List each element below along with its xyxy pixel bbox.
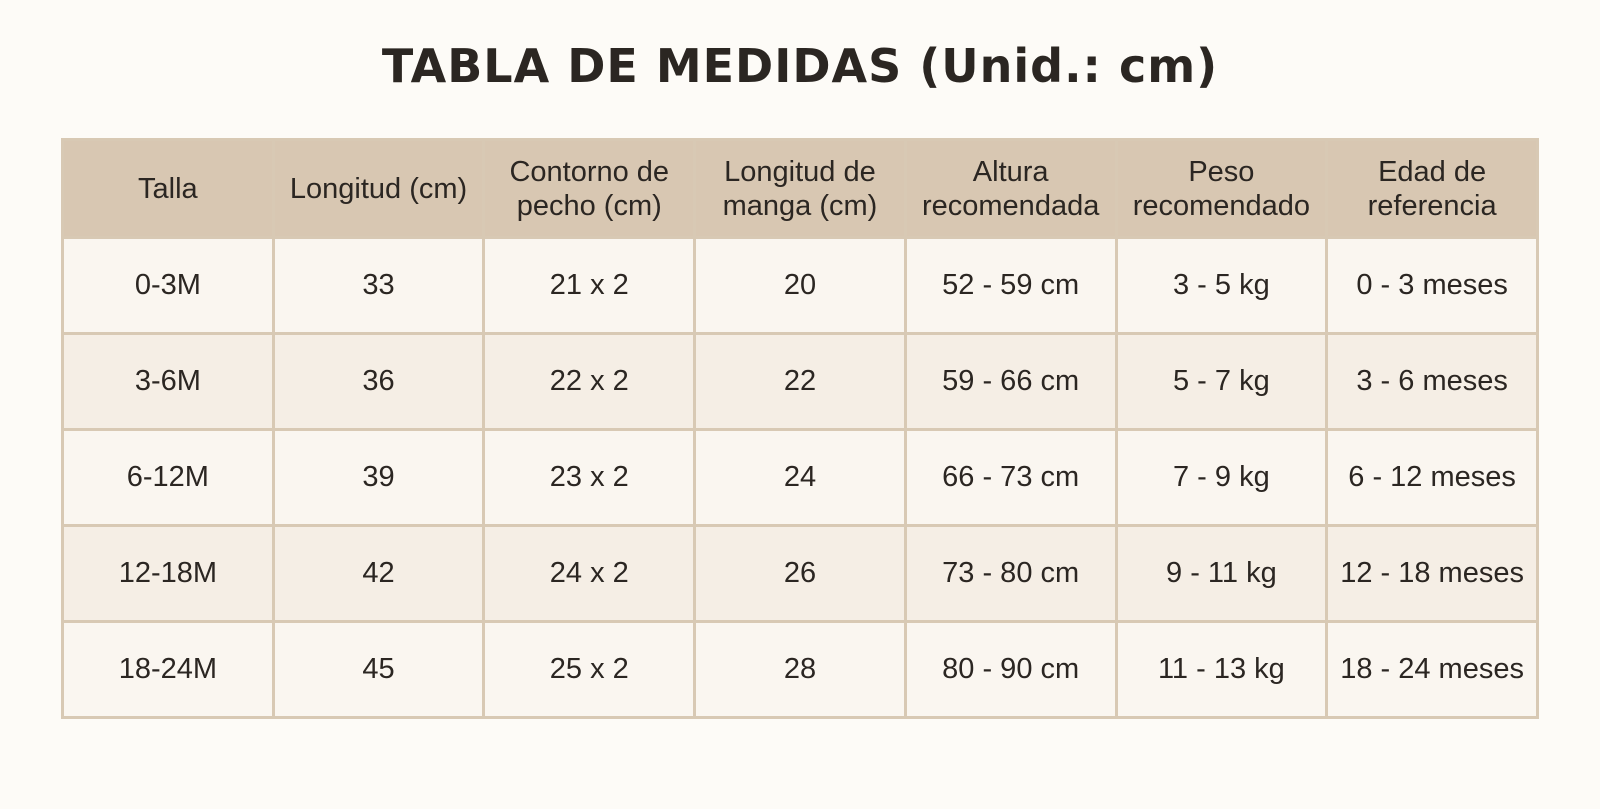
table-cell: 21 x 2 — [482, 236, 697, 335]
column-header: Peso recomendado — [1114, 138, 1329, 239]
table-cell: 52 - 59 cm — [903, 236, 1118, 335]
column-header: Talla — [61, 138, 275, 239]
table-cell: 59 - 66 cm — [903, 332, 1118, 431]
table-cell: 22 — [693, 332, 907, 431]
table-body: 0-3M 33 21 x 2 20 52 - 59 cm 3 - 5 kg 0 - 3 me… — [61, 236, 1539, 719]
table-cell: 23 x 2 — [482, 428, 697, 527]
table-cell: 20 — [693, 236, 907, 335]
table-cell: 12 - 18 meses — [1325, 524, 1539, 623]
table-row: 3-6M 36 22 x 2 22 59 - 66 cm 5 - 7 kg 3 - 6 me… — [61, 332, 1539, 431]
column-header: Longitud (cm) — [271, 138, 486, 239]
column-header: Altura recomendada — [903, 138, 1118, 239]
table-cell: 25 x 2 — [482, 620, 697, 719]
table-cell: 0 - 3 meses — [1325, 236, 1539, 335]
table-cell: 45 — [271, 620, 486, 719]
table-cell: 7 - 9 kg — [1114, 428, 1329, 527]
table-cell: 80 - 90 cm — [903, 620, 1118, 719]
size-table: Talla Longitud (cm) Contorno de pecho (cm)… — [61, 138, 1539, 719]
table-cell: 42 — [271, 524, 486, 623]
table-row: 6-12M 39 23 x 2 24 66 - 73 cm 7 - 9 kg 6 - 12 … — [61, 428, 1539, 527]
table-cell: 9 - 11 kg — [1114, 524, 1329, 623]
column-header: Longitud de manga (cm) — [693, 138, 907, 239]
column-header: Edad de referencia — [1325, 138, 1539, 239]
table-cell: 22 x 2 — [482, 332, 697, 431]
table-row: 0-3M 33 21 x 2 20 52 - 59 cm 3 - 5 kg 0 - 3 me… — [61, 236, 1539, 335]
table-cell: 3 - 6 meses — [1325, 332, 1539, 431]
table-cell: 12-18M — [61, 524, 275, 623]
table-cell: 0-3M — [61, 236, 275, 335]
table-row: 18-24M 45 25 x 2 28 80 - 90 cm 11 - 13 kg 18 -… — [61, 620, 1539, 719]
table-cell: 5 - 7 kg — [1114, 332, 1329, 431]
table-cell: 73 - 80 cm — [903, 524, 1118, 623]
table-cell: 33 — [271, 236, 486, 335]
table-cell: 18 - 24 meses — [1325, 620, 1539, 719]
table-cell: 28 — [693, 620, 907, 719]
table-cell: 6-12M — [61, 428, 275, 527]
table-cell: 18-24M — [61, 620, 275, 719]
table-cell: 11 - 13 kg — [1114, 620, 1329, 719]
table-cell: 24 x 2 — [482, 524, 697, 623]
table-cell: 36 — [271, 332, 486, 431]
table-cell: 3 - 5 kg — [1114, 236, 1329, 335]
table-cell: 39 — [271, 428, 486, 527]
header-row: Talla Longitud (cm) Contorno de pecho (cm)… — [61, 138, 1539, 239]
title: TABLA DE MEDIDAS (Unid.: cm) — [381, 39, 1219, 93]
table-row: 12-18M 42 24 x 2 26 73 - 80 cm 9 - 11 kg 12 - … — [61, 524, 1539, 623]
table-cell: 24 — [693, 428, 907, 527]
table-cell: 3-6M — [61, 332, 275, 431]
table-cell: 6 - 12 meses — [1325, 428, 1539, 527]
column-header: Contorno de pecho (cm) — [482, 138, 697, 239]
table-cell: 26 — [693, 524, 907, 623]
table-cell: 66 - 73 cm — [903, 428, 1118, 527]
